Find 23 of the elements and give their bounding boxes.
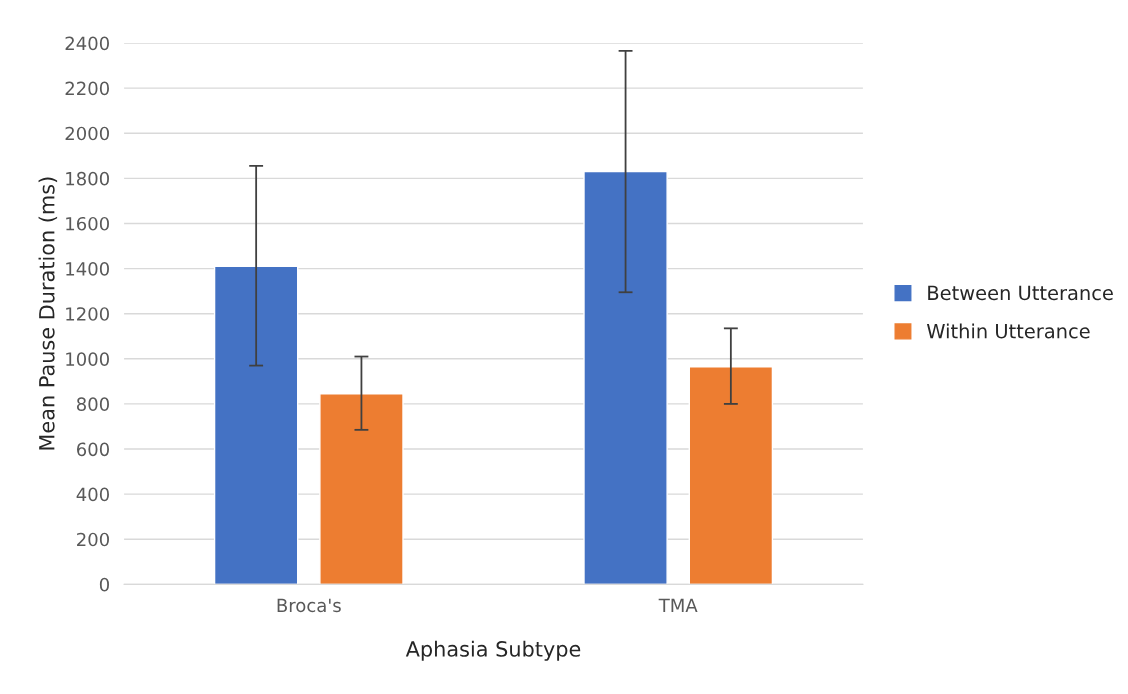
y-tick-label: 1200	[66, 307, 109, 321]
bar	[583, 170, 668, 585]
y-tick-label: 600	[76, 442, 109, 457]
x-tick-label: Broca's	[277, 598, 341, 613]
y-axis-title: Mean Pause Duration (ms)	[38, 177, 58, 450]
y-tick-label: 2000	[65, 126, 109, 141]
y-tick-label: 0	[99, 577, 109, 592]
y-tick-label: 400	[76, 487, 109, 502]
y-tick-label: 800	[76, 397, 109, 412]
y-tick-label: 1400	[66, 262, 109, 276]
x-tick-label: TMA	[658, 598, 698, 612]
bar	[688, 365, 774, 585]
y-tick-label: 2400	[65, 36, 109, 51]
y-tick-label: 1000	[66, 352, 109, 366]
legend-label: Between Utterance	[928, 285, 1113, 301]
x-axis-title: Aphasia Subtype	[405, 640, 581, 661]
bar	[213, 265, 299, 585]
y-tick-label: 200	[77, 532, 109, 547]
bar	[319, 393, 404, 585]
y-tick-label: 1600	[66, 216, 109, 231]
y-tick-label: 1800	[66, 171, 109, 186]
y-tick-label: 2200	[65, 81, 109, 96]
legend-label: Within Utterance	[926, 323, 1090, 339]
